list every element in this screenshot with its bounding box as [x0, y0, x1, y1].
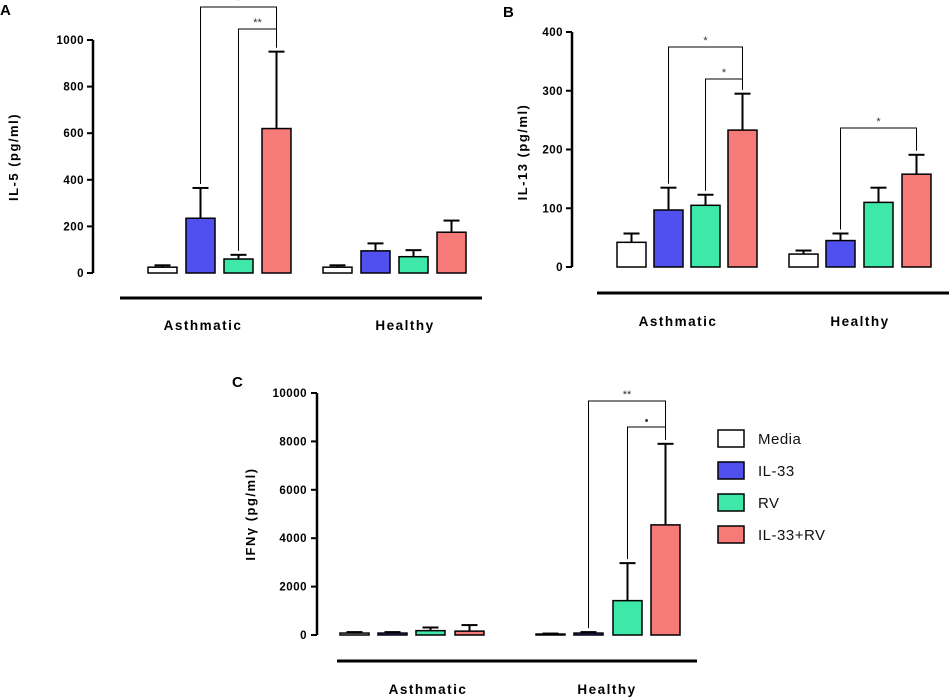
panel-a-bar-healthy-il-33	[360, 250, 391, 274]
panel-a-y-tick-label-5: 1000	[56, 35, 84, 47]
panel-a-y-tick-label-3: 600	[63, 128, 84, 140]
panel-c-bar-asthmatic-il-33-plus-rv	[454, 630, 485, 636]
legend: Media IL-33 RV IL-33+RV	[717, 429, 826, 544]
panel-a-bar-asthmatic-rv	[223, 258, 254, 274]
panel-a-bar-asthmatic-il-33-plus-rv	[261, 127, 292, 274]
panel-a-sig-asthmatic-il-33-vs-il-33-plus-rv-bracket	[200, 6, 277, 184]
panel-c-letter: C	[232, 374, 243, 391]
panel-c-ifng-chart: C 0 2000 4000 6000 8000 10000 IFNγ (pg/ml) Asth…	[232, 374, 697, 697]
panel-c-y-tick-label-4: 8000	[279, 436, 307, 448]
panel-b-sig-asthmatic-il-33-vs-il-33-plus-rv-bracket	[668, 46, 743, 184]
panel-b-bar-healthy-il-33	[825, 239, 856, 268]
panel-c-bar-asthmatic-media	[339, 632, 370, 636]
panel-c-bar-asthmatic-il-33	[377, 632, 408, 636]
panel-b-y-tick-label-4: 400	[542, 27, 563, 39]
panel-c-group-label-healthy: Healthy	[577, 682, 636, 697]
panel-b-sig-healthy-il-33-vs-il-33-plus-rv-bracket	[840, 127, 917, 230]
panel-a-bar-healthy-rv	[398, 255, 429, 274]
legend-swatch-rv	[717, 493, 745, 512]
panel-b-y-tick-label-3: 300	[542, 86, 563, 98]
legend-swatch-media	[717, 429, 745, 448]
panel-a-y-tick-label-0: 0	[77, 268, 84, 280]
panel-b-y-tick-label-0: 0	[556, 262, 563, 274]
panel-b-bar-healthy-media	[788, 253, 819, 268]
panel-c-sig-healthy-rv-vs-il-33-plus-rv-bracket	[627, 426, 666, 560]
panel-c-bar-healthy-rv	[612, 599, 643, 636]
panel-c-bar-healthy-il-33	[573, 632, 604, 636]
panel-a-bar-healthy-media	[322, 266, 353, 274]
panel-a-letter: A	[0, 2, 11, 19]
panel-b-bar-asthmatic-il-33-plus-rv	[727, 129, 758, 268]
panel-b-sig-asthmatic-rv-vs-il-33-plus-rv-bracket	[705, 78, 743, 191]
panel-a-bar-asthmatic-media	[147, 266, 178, 274]
panel-b-bar-healthy-il-33-plus-rv	[901, 173, 932, 268]
panel-c-sig-healthy-rv-vs-il-33-plus-rv-label: •	[645, 415, 649, 427]
panel-a-sig-asthmatic-il-33-vs-il-33-plus-rv-label: *	[236, 0, 241, 7]
panel-c-bar-asthmatic-rv	[415, 629, 446, 636]
panel-b-sig-healthy-il-33-vs-il-33-plus-rv-label: *	[876, 116, 881, 128]
panel-b-y-axis-title: IL-13 (pg/ml)	[515, 104, 530, 201]
panel-a-group-label-healthy: Healthy	[375, 318, 434, 333]
panel-c-sig-healthy-il-33-vs-il-33-plus-rv-bracket	[588, 400, 666, 629]
panel-b-letter: B	[503, 4, 514, 21]
panel-c-group-label-asthmatic: Asthmatic	[389, 682, 468, 697]
panel-a-y-tick-label-1: 200	[63, 221, 84, 233]
panel-a-y-tick-label-2: 400	[63, 175, 84, 187]
panel-c-y-tick-label-0: 0	[300, 630, 307, 642]
panel-b-y-tick-label-1: 100	[542, 203, 563, 215]
panel-a-group-label-asthmatic: Asthmatic	[164, 318, 243, 333]
panel-b-group-label-asthmatic: Asthmatic	[639, 314, 718, 329]
panel-b-y-tick-label-2: 200	[542, 145, 563, 157]
panel-b-group-label-healthy: Healthy	[830, 314, 889, 329]
legend-label-media: Media	[758, 431, 802, 448]
panel-b-il13-chart: B 0 100 200 300 400 IL-13 (pg/ml) Asthmatic Hea…	[503, 4, 949, 329]
panel-c-y-axis-title: IFNγ (pg/ml)	[243, 467, 258, 560]
panel-c-sig-healthy-il-33-vs-il-33-plus-rv-label: **	[623, 389, 632, 401]
panel-a-bar-asthmatic-il-33	[185, 217, 216, 274]
panel-b-bar-asthmatic-media	[616, 241, 647, 268]
panel-c-y-tick-label-2: 4000	[279, 533, 307, 545]
legend-label-rv: RV	[758, 495, 780, 512]
panel-c-y-tick-label-5: 10000	[273, 388, 307, 400]
panel-c-y-tick-label-1: 2000	[279, 582, 307, 594]
panel-a-bar-healthy-il-33-plus-rv	[436, 231, 467, 274]
panel-b-bar-healthy-rv	[863, 201, 894, 268]
panel-a-sig-asthmatic-rv-vs-il-33-plus-rv-bracket	[238, 28, 277, 251]
panel-c-bar-healthy-il-33-plus-rv	[650, 524, 681, 636]
panel-c-y-tick-label-3: 6000	[279, 485, 307, 497]
legend-swatch-il-33	[717, 461, 745, 480]
legend-label-il-33-plus-rv: IL-33+RV	[758, 527, 826, 544]
panel-b-bar-asthmatic-rv	[690, 204, 721, 268]
legend-label-il-33: IL-33	[758, 463, 795, 480]
panel-a-y-axis-title: IL-5 (pg/ml)	[6, 113, 21, 201]
panel-b-sig-asthmatic-rv-vs-il-33-plus-rv-label: *	[722, 67, 727, 79]
panel-a-sig-asthmatic-rv-vs-il-33-plus-rv-label: **	[253, 17, 262, 29]
panel-b-sig-asthmatic-il-33-vs-il-33-plus-rv-label: *	[703, 35, 708, 47]
panel-b-bar-asthmatic-il-33	[653, 209, 684, 268]
legend-swatch-il-33-plus-rv	[717, 525, 745, 544]
panel-a-il5-chart: A 0 200 400 600 800 1000 IL-5 (pg/ml) Asthmatic…	[0, 0, 482, 333]
panel-a-y-tick-label-4: 800	[63, 82, 84, 94]
